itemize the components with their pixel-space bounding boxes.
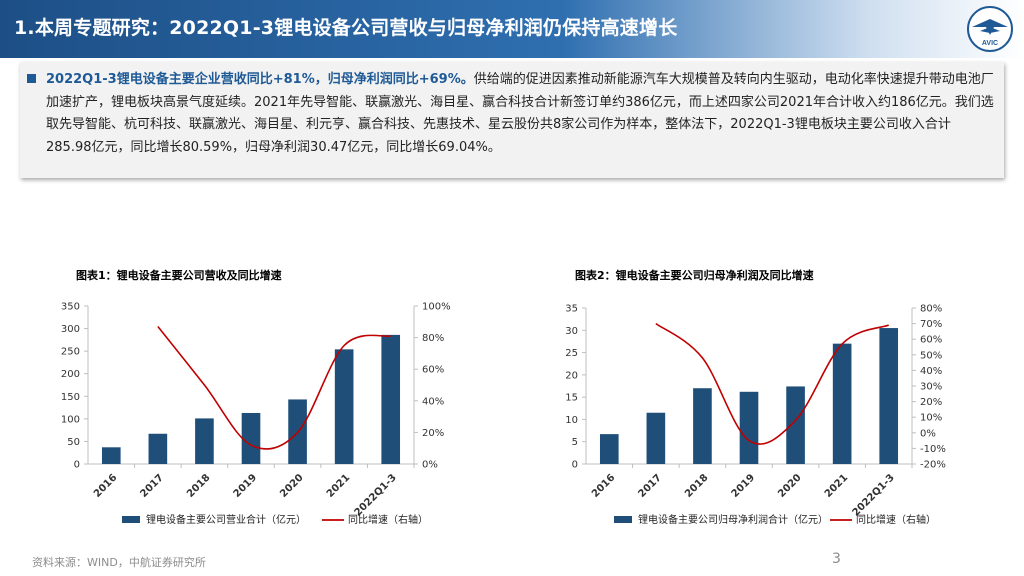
right-tick-label: 80% [920, 304, 942, 315]
left-tick-label: 25 [565, 348, 578, 359]
left-tick-label: 10 [565, 415, 578, 426]
right-tick-label: 30% [920, 382, 942, 393]
right-tick-label: 100% [422, 302, 451, 313]
left-tick-label: 250 [61, 347, 80, 358]
left-tick-label: 20 [565, 370, 578, 381]
left-tick-label: 15 [565, 393, 578, 404]
summary-highlight: 2022Q1-3锂电设备主要企业营收同比+81%，归母净利润同比+69%。 [46, 72, 474, 87]
left-tick-label: 100 [61, 414, 80, 425]
slide-title: 1.本周专题研究：2022Q1-3锂电设备公司营收与归母净利润仍保持高速增长 [14, 17, 678, 39]
footer-source: 资料来源：WIND，中航证券研究所 [32, 556, 206, 569]
right-tick-label: 20% [920, 397, 942, 408]
legend-bar-label: 锂电设备主要公司归母净利润合计（亿元） [638, 513, 828, 526]
legend-bar-swatch [122, 516, 140, 523]
chart1-title: 图表1：锂电设备主要公司营收及同比增速 [76, 269, 282, 282]
category-label: 2022Q1-3 [851, 472, 897, 518]
summary-paragraph: 2022Q1-3锂电设备主要企业营收同比+81%，归母净利润同比+69%。供给端… [46, 69, 996, 159]
page-number: 3 [832, 551, 841, 567]
left-tick-label: 0 [74, 460, 80, 471]
bar [879, 328, 899, 464]
right-tick-label: 70% [920, 319, 942, 330]
right-tick-label: -10% [920, 444, 946, 455]
growth-line [157, 326, 391, 450]
right-tick-label: 60% [422, 365, 444, 376]
bullet-square [27, 74, 36, 83]
category-label: 2021 [823, 472, 850, 499]
right-tick-label: 60% [920, 335, 942, 346]
bar [646, 412, 666, 464]
avic-logo: AVIC [967, 6, 1013, 52]
left-tick-label: 35 [565, 304, 578, 315]
left-tick-label: 200 [61, 369, 80, 380]
left-tick-label: 350 [61, 302, 80, 313]
summary-body: 供给端的促进因素推动新能源汽车大规模普及转向内生驱动，电动化率快速提升带动电池厂… [46, 72, 994, 155]
left-tick-label: 5 [572, 437, 578, 448]
bar [334, 349, 354, 464]
bar [786, 386, 805, 464]
bar [148, 433, 168, 464]
right-tick-label: 20% [422, 428, 444, 439]
right-tick-label: 10% [920, 413, 942, 424]
category-label: 2016 [590, 472, 617, 499]
category-label: 2018 [683, 472, 710, 499]
left-tick-label: 150 [61, 392, 80, 403]
right-tick-label: 80% [422, 333, 444, 344]
bar [739, 391, 759, 464]
right-tick-label: -20% [920, 460, 946, 471]
right-tick-label: 40% [920, 366, 942, 377]
chart2-title: 图表2：锂电设备主要公司归母净利润及同比增速 [575, 269, 814, 282]
left-tick-label: 30 [565, 326, 578, 337]
bar [693, 388, 712, 464]
right-tick-label: 0% [920, 428, 936, 439]
growth-line [655, 322, 890, 445]
category-label: 2020 [776, 472, 803, 499]
bar [195, 418, 214, 464]
left-tick-label: 50 [67, 437, 80, 448]
legend-line-label: 同比增速（右轴） [348, 513, 428, 526]
bar [381, 334, 401, 464]
right-tick-label: 0% [422, 460, 438, 471]
right-tick-label: 50% [920, 350, 942, 361]
bar [832, 343, 852, 464]
legend-bar-label: 锂电设备主要公司营业合计（亿元） [146, 513, 306, 526]
bar [599, 434, 619, 464]
bar [241, 412, 261, 464]
right-tick-label: 40% [422, 396, 444, 407]
slide-header: 1.本周专题研究：2022Q1-3锂电设备公司营收与归母净利润仍保持高速增长 A… [0, 0, 1024, 58]
svg-text:AVIC: AVIC [982, 40, 998, 47]
legend-line-label: 同比增速（右轴） [856, 513, 936, 526]
category-label: 2017 [637, 472, 664, 499]
left-tick-label: 0 [572, 460, 578, 471]
category-label: 2019 [730, 472, 757, 499]
bar [101, 447, 121, 464]
summary-box: 2022Q1-3锂电设备主要企业营收同比+81%，归母净利润同比+69%。供给端… [20, 62, 1004, 178]
legend-bar-swatch [614, 516, 632, 523]
left-tick-label: 300 [61, 324, 80, 335]
